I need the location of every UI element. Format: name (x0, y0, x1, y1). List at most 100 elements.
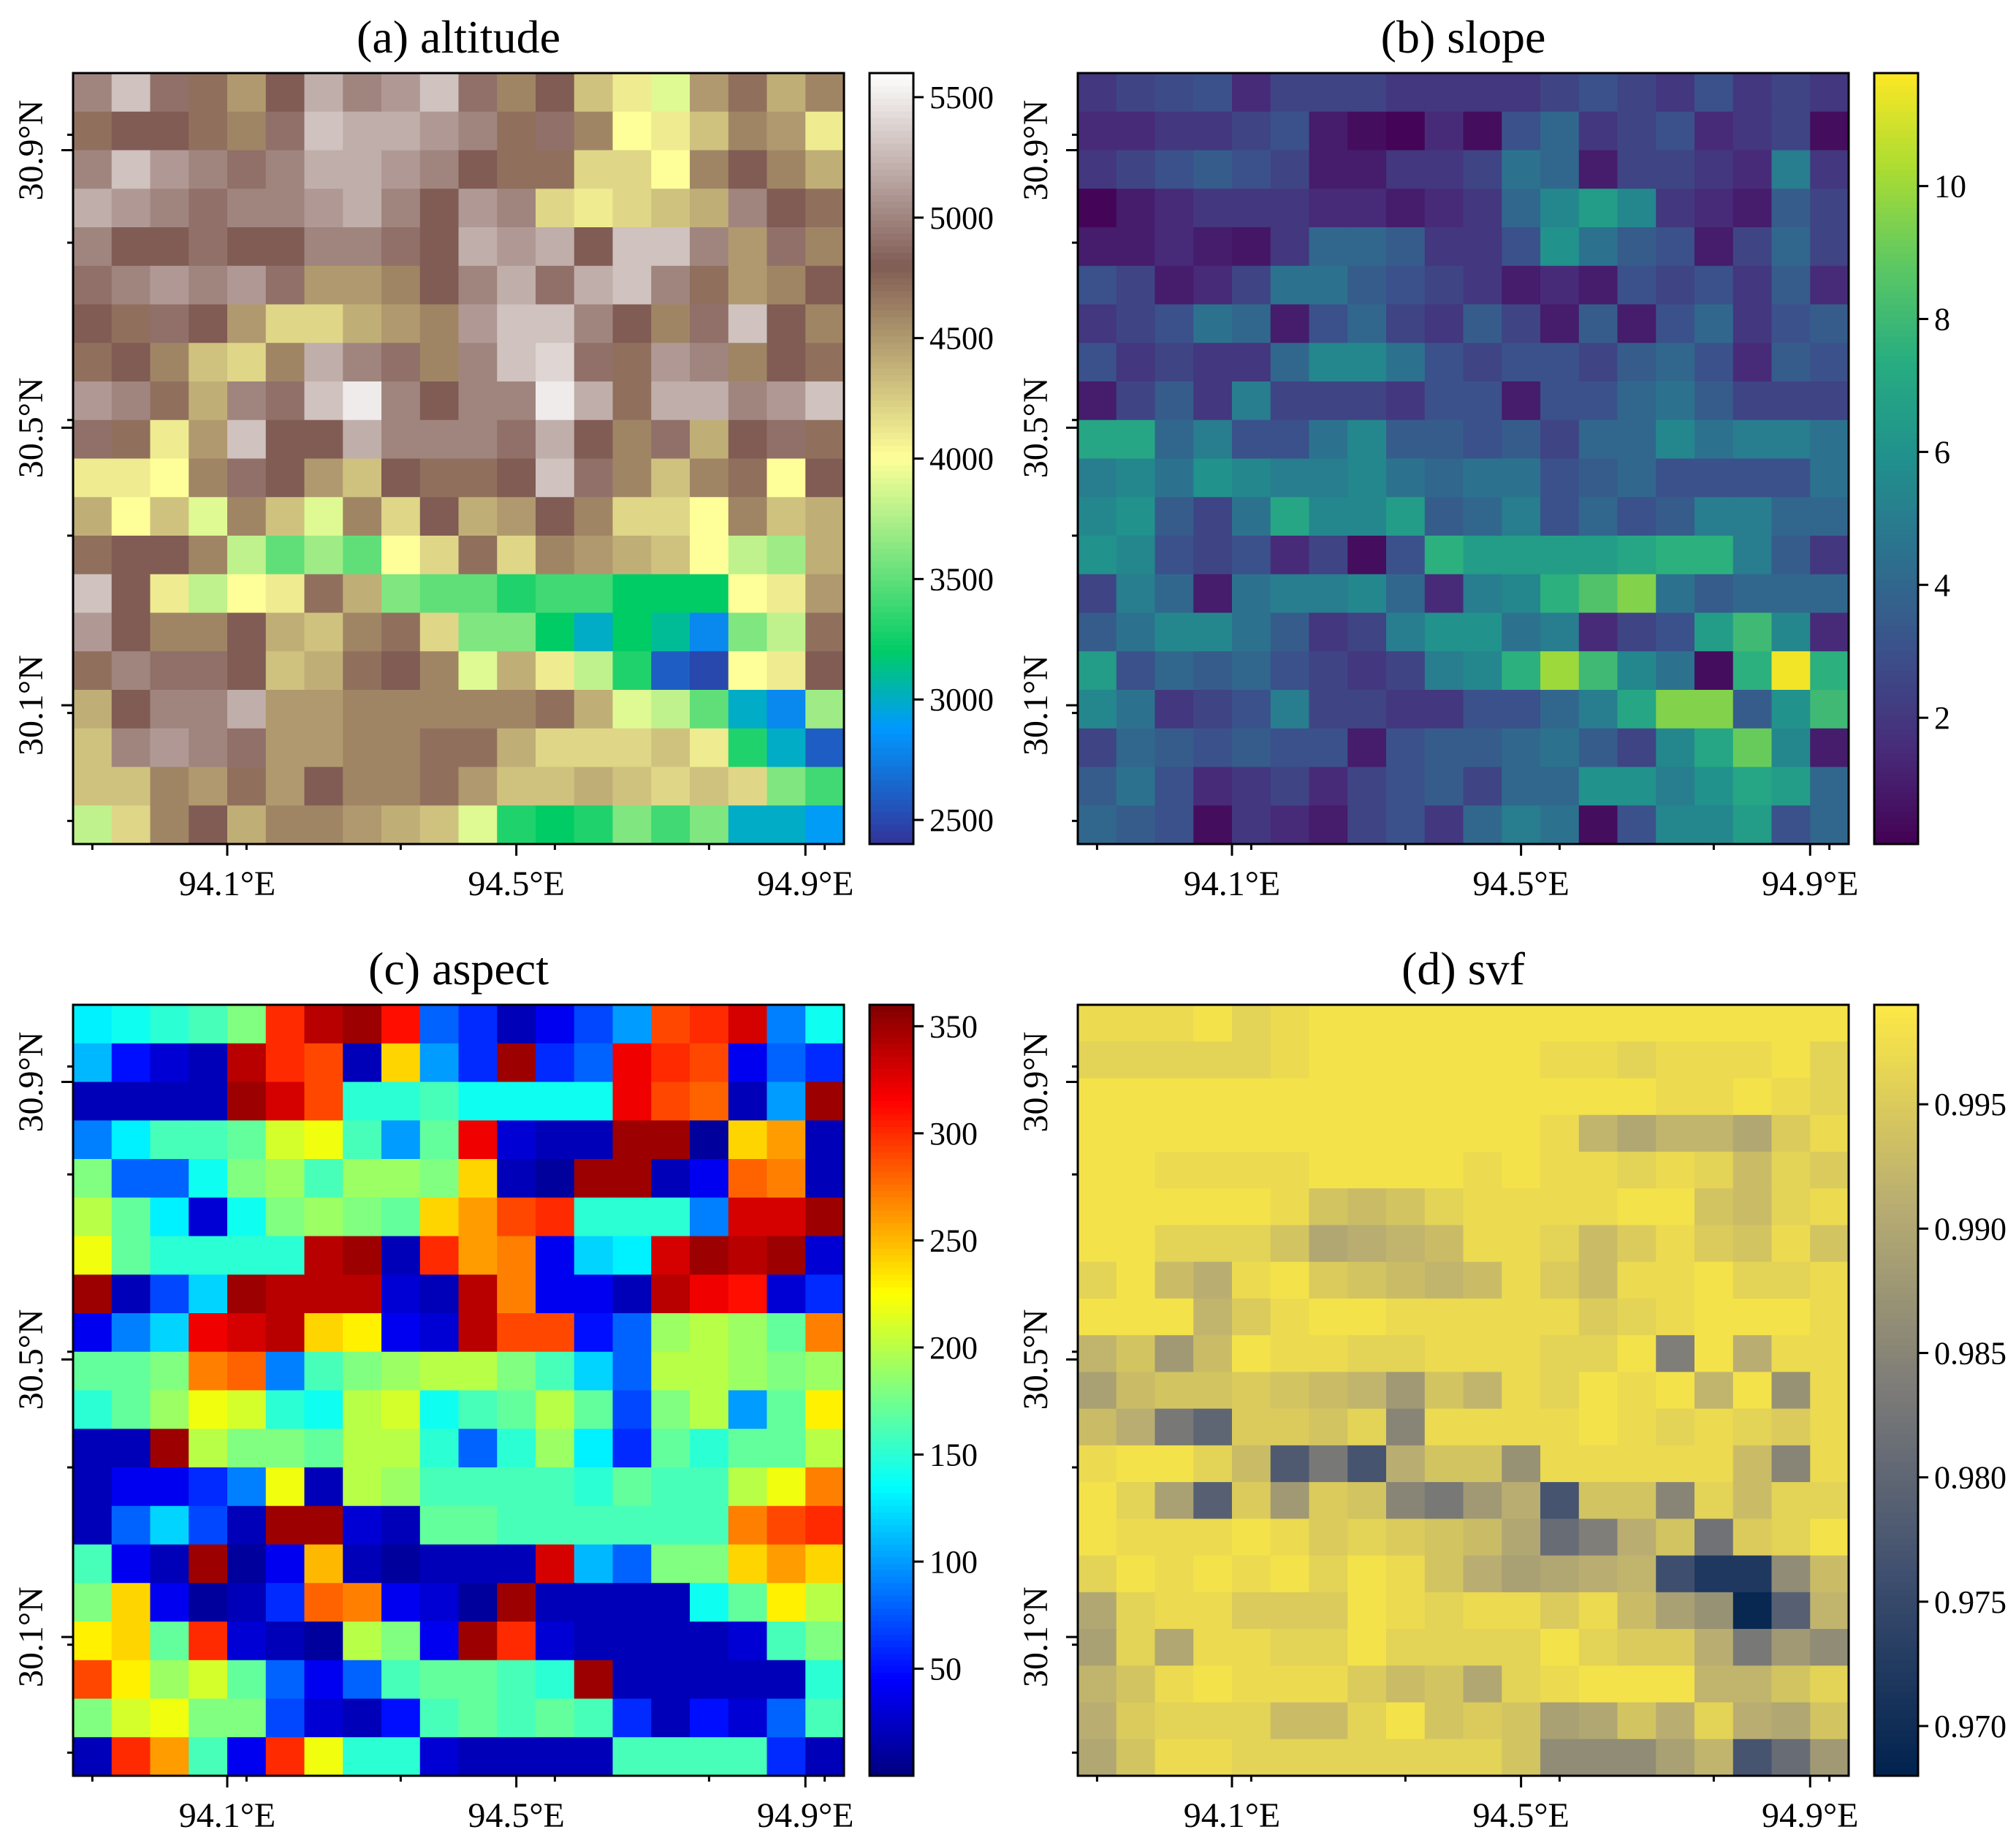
heatmap-cell (1694, 536, 1734, 575)
colorbar-segment (1874, 311, 1918, 318)
heatmap-cell (574, 1159, 614, 1198)
y-tick-label: 30.9°N (12, 100, 50, 201)
panel-title-altitude: (a) altitude (357, 11, 560, 63)
heatmap-cell (1155, 343, 1194, 382)
heatmap-cell (1155, 265, 1194, 305)
colorbar-segment (1874, 1197, 1918, 1205)
heatmap-cell (536, 343, 575, 382)
heatmap-cell (1270, 1041, 1310, 1079)
heatmap-cell (1309, 651, 1348, 691)
heatmap-cell (227, 1236, 267, 1275)
colorbar-segment (870, 1717, 913, 1725)
heatmap-cell (1732, 690, 1773, 729)
heatmap-cells-slope (1078, 73, 1849, 845)
heatmap-cell (805, 1622, 845, 1661)
heatmap-cell (1771, 1151, 1811, 1189)
heatmap-cell (1386, 1335, 1426, 1372)
heatmap-cell (227, 265, 267, 305)
heatmap-cell (805, 805, 845, 845)
heatmap-cell (265, 1622, 305, 1661)
colorbar-segment (1874, 645, 1918, 652)
colorbar-segment (1874, 1525, 1918, 1532)
heatmap-cell (767, 1467, 806, 1507)
heatmap-cell (73, 73, 113, 113)
heatmap-cell (1694, 1151, 1734, 1189)
heatmap-cell (1078, 1225, 1117, 1263)
heatmap-cell (1656, 304, 1695, 343)
heatmap-cell (1232, 1151, 1271, 1189)
heatmap-cell (1193, 767, 1233, 806)
heatmap-cell (1078, 1702, 1117, 1740)
heatmap-cell (1656, 1041, 1695, 1079)
heatmap-cell (767, 651, 806, 691)
heatmap-cell (1771, 1041, 1811, 1079)
heatmap-cell (150, 111, 189, 151)
heatmap-cell (265, 1005, 305, 1044)
colorbar-segment (1874, 1358, 1918, 1365)
colorbar-segment (870, 99, 913, 106)
colorbar-segment (870, 1493, 913, 1500)
heatmap-cell (1810, 574, 1849, 614)
heatmap-cell (1347, 1592, 1387, 1630)
heatmap-cell (536, 1351, 575, 1391)
heatmap-cell (767, 1043, 806, 1083)
heatmap-cell (1540, 189, 1580, 228)
colorbar-segment (1874, 824, 1918, 832)
heatmap-cell (227, 690, 267, 729)
heatmap-cell (1232, 343, 1271, 382)
heatmap-cell (1771, 1408, 1811, 1446)
heatmap-cell (1694, 1041, 1734, 1079)
heatmap-cell (111, 265, 151, 305)
colorbar-tick-label: 8 (1934, 302, 1950, 338)
colorbar-segment (870, 1737, 913, 1744)
heatmap-cell (150, 1351, 189, 1391)
colorbar-segment (870, 291, 913, 299)
heatmap-cell (1193, 1298, 1233, 1336)
heatmap-cell (1771, 343, 1811, 382)
heatmap-cell (381, 536, 421, 575)
heatmap-cell (767, 1390, 806, 1429)
heatmap-cell (497, 1505, 536, 1546)
colorbar-segment (1874, 536, 1918, 543)
heatmap-cell (1617, 497, 1656, 536)
heatmap-cell (1732, 536, 1773, 575)
heatmap-cell (381, 265, 421, 305)
heatmap-cell (1116, 1482, 1156, 1519)
heatmap-cell (1155, 1188, 1194, 1226)
heatmap-cell (767, 189, 806, 228)
colorbar-segment (870, 1287, 913, 1295)
heatmap-cell (805, 1467, 845, 1507)
heatmap-cell (1116, 265, 1156, 305)
heatmap-cell (612, 419, 652, 460)
heatmap-cell (381, 728, 421, 768)
heatmap-cell (1463, 1555, 1502, 1593)
colorbar-segment (870, 1165, 913, 1173)
heatmap-cell (651, 458, 691, 498)
colorbar-segment (870, 1679, 913, 1687)
heatmap-cell (227, 304, 267, 343)
heatmap-cell (612, 1313, 652, 1353)
heatmap-cell (767, 497, 806, 536)
heatmap-cell (381, 1467, 421, 1507)
heatmap-cell (1656, 111, 1695, 151)
heatmap-cell (805, 1351, 845, 1391)
heatmap-cell (1502, 1482, 1541, 1519)
heatmap-cell (1386, 805, 1426, 845)
x-tick-label: 94.9°E (757, 864, 854, 903)
heatmap-cell (1309, 1738, 1348, 1776)
heatmap-cell (1732, 1408, 1773, 1446)
colorbar-segment (1874, 1679, 1918, 1687)
heatmap-cell (1155, 1335, 1194, 1372)
heatmap-cell (1502, 1372, 1541, 1410)
heatmap-cell (150, 1583, 189, 1622)
heatmap-cell (728, 1505, 768, 1546)
heatmap-cell (1732, 458, 1773, 498)
heatmap-cell (1732, 1261, 1773, 1299)
colorbar-segment (1874, 1461, 1918, 1468)
heatmap-cell (1578, 1151, 1618, 1189)
colorbar-segment (1874, 1249, 1918, 1256)
heatmap-cell (1309, 1665, 1348, 1703)
heatmap-cell (1540, 458, 1580, 498)
colorbar-segment (870, 343, 913, 350)
heatmap-cell (1732, 1005, 1773, 1042)
